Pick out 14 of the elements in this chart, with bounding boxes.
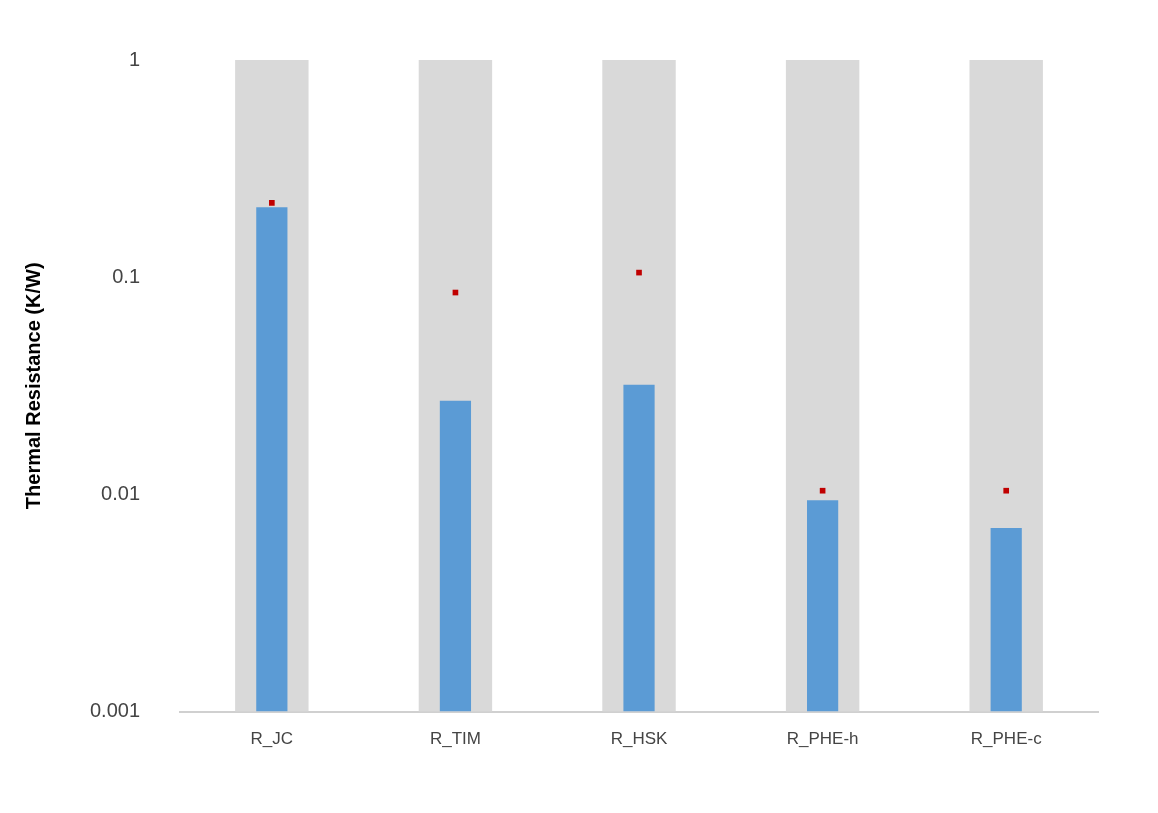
y-tick-label: 1 bbox=[128, 47, 141, 70]
x-tick-label: R_TIM bbox=[429, 729, 481, 749]
x-tick-label: R_JC bbox=[250, 729, 294, 749]
y-tick-label: 0.1 bbox=[112, 264, 141, 287]
y-tick-label: 0.01 bbox=[101, 481, 141, 504]
x-tick-label: R_PHE-c bbox=[970, 729, 1043, 749]
y-tick-label: 0.001 bbox=[89, 699, 141, 722]
point bbox=[819, 487, 826, 494]
y-axis-title: Thermal Resistance (K/W) bbox=[21, 262, 44, 510]
x-tick-label: R_HSK bbox=[610, 729, 669, 749]
x-tick-label: R_PHE-h bbox=[786, 729, 859, 749]
point bbox=[636, 269, 642, 276]
point bbox=[269, 200, 275, 206]
point bbox=[1003, 487, 1010, 494]
